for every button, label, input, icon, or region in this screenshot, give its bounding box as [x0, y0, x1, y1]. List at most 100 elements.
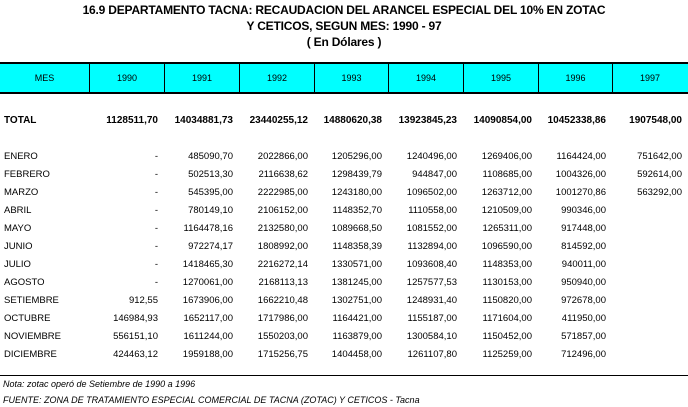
- value-cell-1991: 1673906,00: [182, 295, 233, 306]
- source-text: FUENTE: ZONA DE TRATAMIENTO ESPECIAL COM…: [3, 395, 420, 405]
- value-cell-1993: 1404458,00: [331, 349, 382, 360]
- value-cell-1995: 1210509,00: [481, 205, 532, 216]
- value-cell-1992: 1808992,00: [257, 241, 308, 252]
- column-header-1990: 1990: [89, 64, 164, 92]
- row-label: ENERO: [4, 151, 38, 162]
- value-cell-1995: 1125259,00: [482, 349, 533, 360]
- column-header-mes: MES: [34, 73, 55, 83]
- value-cell-1994: 1096502,00: [406, 187, 457, 198]
- value-cell-1990: 424463,12: [113, 349, 158, 360]
- month-row: FEBRERO - 502513,30 2116638,62 1298439,79 944…: [0, 169, 688, 185]
- value-cell-1992: 2216272,14: [257, 259, 308, 270]
- value-cell-1993: 1164421,00: [332, 313, 383, 324]
- value-cell-1994: 1155187,00: [407, 313, 458, 324]
- value-cell-1994: 944847,00: [412, 169, 457, 180]
- column-header-1996: 1996: [538, 64, 612, 92]
- value-cell-1996: 814592,00: [561, 241, 606, 252]
- row-label: JUNIO: [4, 241, 33, 252]
- column-header-1992: 1992: [239, 64, 314, 92]
- month-row: DICIEMBRE 424463,12 1959188,00 1715256,75 14…: [0, 349, 688, 365]
- value-cell-1992: 2168113,13: [258, 277, 309, 288]
- value-cell-1993: 1381245,00: [331, 277, 382, 288]
- value-cell-1993: 1205296,00: [331, 151, 382, 162]
- value-cell-1996: 940011,00: [561, 259, 606, 270]
- table-header-row: MES 1990 1991 1992 1993 1994 1995 1996 1997: [0, 62, 688, 94]
- row-label: DICIEMBRE: [4, 349, 57, 360]
- value-cell-1993: 1089668,50: [331, 223, 382, 234]
- value-cell-1992: 1715256,75: [257, 349, 308, 360]
- value-cell-1994: 1081552,00: [406, 223, 457, 234]
- value-cell-1990: -: [154, 187, 158, 198]
- value-cell-1995: 1096590,00: [481, 241, 532, 252]
- value-cell-1994: 1132894,00: [407, 241, 458, 252]
- value-cell-1996: 917448,00: [561, 223, 606, 234]
- value-cell-1990: 146984,93: [113, 313, 158, 324]
- note-text: Nota: zotac operó de Setiembre de 1990 a…: [3, 379, 196, 389]
- month-row: AGOSTO - 1270061,00 2168113,13 1381245,00 125…: [0, 277, 688, 293]
- value-cell-1991: 972274,17: [188, 241, 233, 252]
- value-cell-1992: 1717986,00: [257, 313, 308, 324]
- value-cell-1992: 2116638,62: [258, 169, 309, 180]
- value-cell-1995: 1108685,00: [482, 169, 533, 180]
- value-cell-1992: 2106152,00: [257, 205, 308, 216]
- value-cell-1994: 1110558,00: [408, 205, 457, 216]
- row-label: MARZO: [4, 187, 39, 198]
- value-cell-1994: 1261107,80: [407, 349, 458, 360]
- row-label: TOTAL: [4, 115, 37, 126]
- value-cell-1995: 1150820,00: [482, 295, 533, 306]
- value-cell-1995: 1171604,00: [482, 313, 533, 324]
- value-cell-1991: 14034881,73: [174, 115, 233, 126]
- value-cell-1996: 1164424,00: [556, 151, 607, 162]
- value-cell-1992: 23440255,12: [249, 115, 308, 126]
- value-cell-1996: 950940,00: [561, 277, 606, 288]
- value-cell-1996: 1001270,86: [555, 187, 606, 198]
- value-cell-1993: 1148358,39: [332, 241, 383, 252]
- value-cell-1993: 1330571,00: [331, 259, 382, 270]
- value-cell-1996: 411950,00: [561, 313, 606, 324]
- value-cell-1990: 1128511,70: [106, 115, 158, 126]
- value-cell-1991: 1418465,30: [182, 259, 233, 270]
- table-title-line1: 16.9 DEPARTAMENTO TACNA: RECAUDACION DEL…: [82, 3, 606, 17]
- column-header-1991: 1991: [164, 64, 239, 92]
- table-title-line2: Y CETICOS, SEGUN MES: 1990 - 97: [246, 19, 442, 33]
- month-row: JULIO - 1418465,30 2216272,14 1330571,00 1093…: [0, 259, 688, 275]
- value-cell-1993: 1243180,00: [331, 187, 382, 198]
- value-cell-1994: 13923845,23: [398, 115, 457, 126]
- value-cell-1997: 751642,00: [637, 151, 682, 162]
- row-label: ABRIL: [4, 205, 32, 216]
- value-cell-1993: 1163879,00: [332, 331, 383, 342]
- value-cell-1994: 1300584,10: [406, 331, 457, 342]
- month-row: ABRIL - 780149,10 2106152,00 1148352,70 11105…: [0, 205, 688, 221]
- value-cell-1995: 1130153,00: [482, 277, 533, 288]
- column-header-1993: 1993: [314, 64, 388, 92]
- value-cell-1993: 1298439,79: [331, 169, 382, 180]
- value-cell-1991: 545395,00: [188, 187, 233, 198]
- value-cell-1995: 1148353,00: [482, 259, 533, 270]
- value-cell-1992: 2132580,00: [257, 223, 308, 234]
- value-cell-1995: 1269406,00: [481, 151, 532, 162]
- month-row: MARZO - 545395,00 2222985,00 1243180,00 10965…: [0, 187, 688, 203]
- row-label: NOVIEMBRE: [4, 331, 62, 342]
- value-cell-1996: 990346,00: [561, 205, 606, 216]
- footer-divider: [0, 375, 688, 376]
- value-cell-1996: 972678,00: [561, 295, 606, 306]
- value-cell-1990: -: [154, 277, 158, 288]
- value-cell-1997: 1907548,00: [629, 115, 682, 126]
- value-cell-1996: 712496,00: [561, 349, 606, 360]
- value-cell-1996: 1004326,00: [555, 169, 606, 180]
- table-subtitle-units: ( En Dólares ): [306, 35, 382, 49]
- value-cell-1990: 912,55: [128, 295, 158, 306]
- column-header-1995: 1995: [463, 64, 538, 92]
- value-cell-1993: 14880620,38: [323, 115, 382, 126]
- value-cell-1990: -: [154, 205, 158, 216]
- row-label: SETIEMBRE: [4, 295, 59, 306]
- value-cell-1997: 563292,00: [637, 187, 682, 198]
- value-cell-1991: 1959188,00: [182, 349, 233, 360]
- value-cell-1990: -: [154, 259, 158, 270]
- value-cell-1992: 2022866,00: [257, 151, 308, 162]
- total-row: TOTAL 1128511,70 14034881,73 23440255,12 148…: [0, 115, 688, 131]
- column-header-1994: 1994: [388, 64, 463, 92]
- value-cell-1994: 1257577,53: [406, 277, 457, 288]
- value-cell-1995: 1265311,00: [482, 223, 533, 234]
